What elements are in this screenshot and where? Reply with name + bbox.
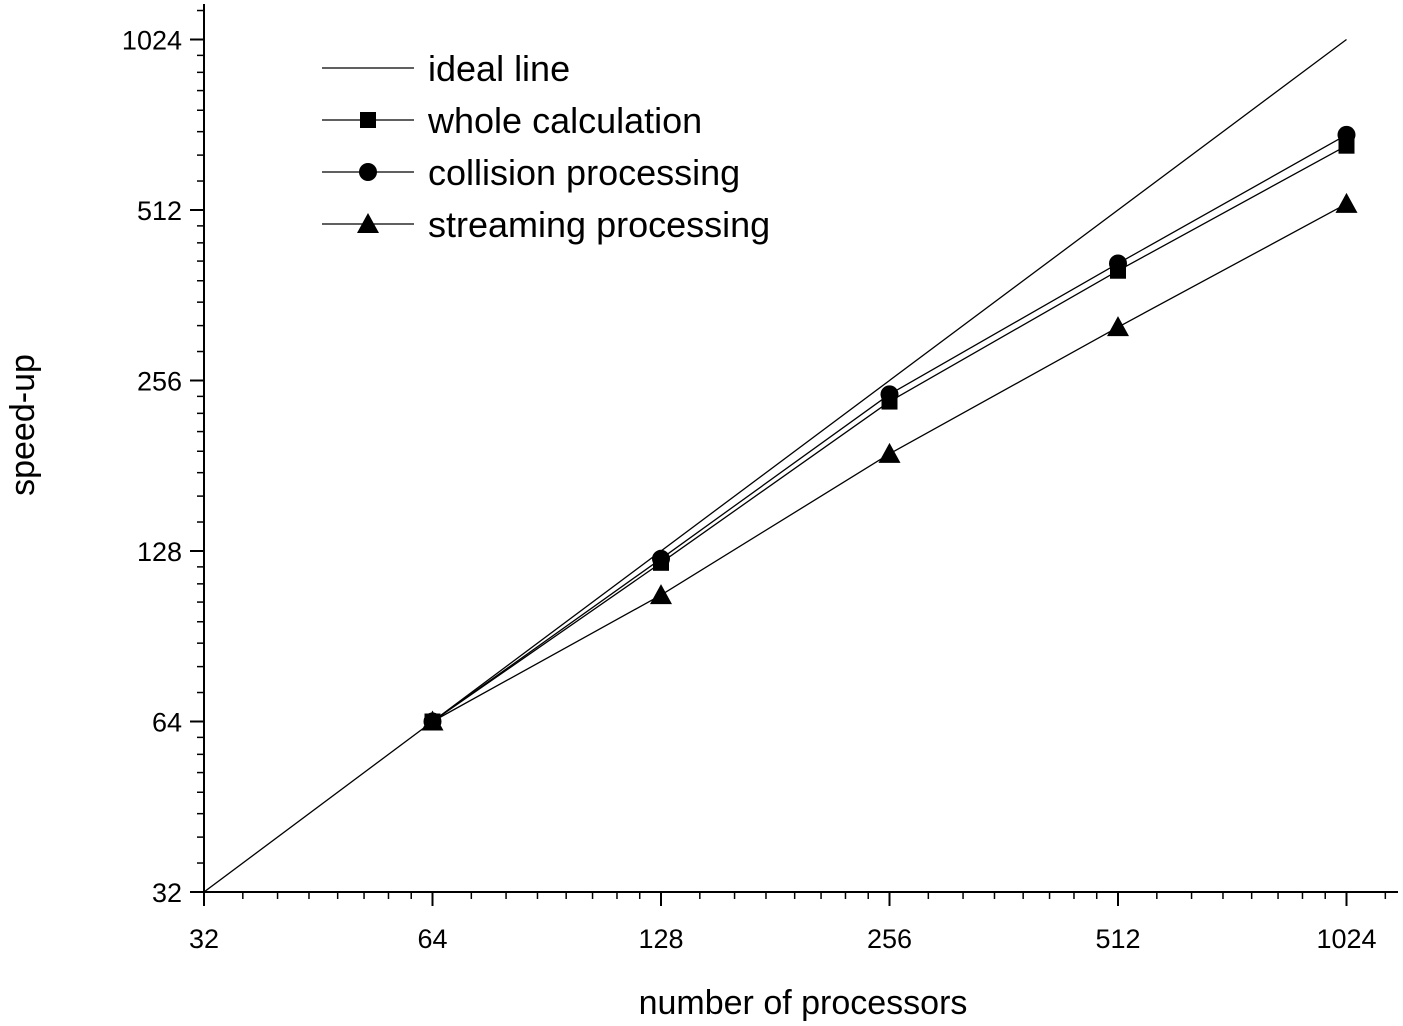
x-tick-label: 1024 bbox=[1316, 924, 1376, 954]
data-point-streaming-processing bbox=[1335, 192, 1358, 213]
y-tick-label: 32 bbox=[152, 878, 182, 908]
data-point-streaming-processing bbox=[421, 710, 444, 731]
y-axis-title: speed-up bbox=[4, 354, 42, 496]
y-tick-label: 512 bbox=[137, 196, 182, 226]
data-point-streaming-processing bbox=[878, 442, 901, 463]
data-point-collision-processing bbox=[1109, 254, 1127, 273]
legend-label-collision-processing: collision processing bbox=[428, 152, 740, 193]
data-point-streaming-processing bbox=[1107, 316, 1129, 337]
legend-marker-collision-processing bbox=[359, 163, 377, 181]
series-line-ideal-line bbox=[203, 38, 1347, 893]
x-tick-label: 256 bbox=[867, 924, 912, 954]
y-tick-label: 64 bbox=[152, 708, 182, 738]
x-tick-label: 32 bbox=[189, 924, 219, 954]
x-tick-label: 128 bbox=[638, 924, 683, 954]
legend-marker-whole-calculation bbox=[360, 112, 376, 128]
y-tick-label: 1024 bbox=[122, 26, 182, 56]
data-point-collision-processing bbox=[880, 385, 899, 404]
x-axis-title: number of processors bbox=[639, 984, 968, 1022]
y-tick-label: 256 bbox=[137, 367, 182, 397]
legend-label-whole-calculation: whole calculation bbox=[427, 100, 702, 141]
data-point-collision-processing bbox=[652, 549, 670, 568]
legend-label-streaming-processing: streaming processing bbox=[428, 204, 770, 245]
data-point-streaming-processing bbox=[650, 584, 672, 605]
y-tick-label: 128 bbox=[137, 537, 182, 567]
x-tick-label: 64 bbox=[417, 924, 447, 954]
x-tick-label: 512 bbox=[1095, 924, 1140, 954]
data-point-collision-processing bbox=[1337, 125, 1356, 144]
legend-label-ideal-line: ideal line bbox=[428, 48, 570, 89]
legend-marker-streaming-processing bbox=[357, 213, 379, 233]
